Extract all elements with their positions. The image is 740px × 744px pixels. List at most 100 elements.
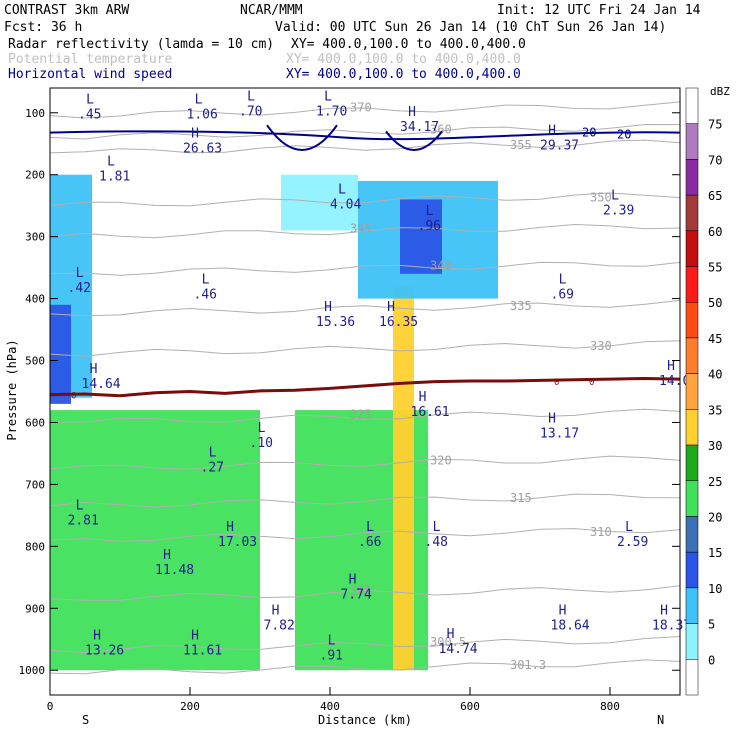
theta-contour [49,101,681,119]
x-tick-label: 400 [320,700,340,713]
colorbar-tick-label: 55 [708,261,722,275]
theta-contour [49,493,681,508]
valid-time: Valid: 00 UTC Sun 26 Jan 14 (10 ChT Sun … [275,20,666,35]
colorbar-segment [685,551,699,589]
wind-extreme-marker: L [202,272,210,287]
theta-contour [49,123,681,140]
theta-contour [49,340,681,357]
y-tick-label: 1000 [19,664,46,677]
wind-extreme-marker: H [667,359,675,374]
wind-extreme-value: .48 [425,535,448,550]
wind-extreme-value: .70 [239,105,262,120]
wind-extreme-value: 29.37 [540,139,579,154]
wind-extreme-marker: H [548,124,556,139]
wind-extreme-value: 18.64 [551,619,590,634]
wind-extreme-marker: H [408,105,416,120]
wind-extreme-value: 26.63 [183,142,222,157]
colorbar-unit: dBZ [710,85,730,98]
theta-label: 315 [510,491,532,505]
freezing-level-label: 0 [71,392,76,402]
wind-extreme-marker: L [76,266,84,281]
freezing-level-label: 0 [589,378,594,388]
wind-extreme-value: .46 [194,287,217,302]
forecast-hour: Fcst: 36 h [4,20,82,35]
wind-extreme-marker: H [387,300,395,315]
y-axis-label: Pressure (hPa) [5,339,19,440]
colorbar-segment [685,587,699,624]
y-tick-label: 800 [25,540,45,553]
x-tick-label: 800 [600,700,620,713]
y-tick-label: 100 [25,107,45,120]
theta-contour [49,223,681,239]
wind-extreme-marker: L [107,155,115,170]
colorbar-segment [685,623,699,660]
org-label: NCAR/MMM [240,3,303,18]
theta-contour [49,455,681,470]
theta-label: 355 [510,138,532,152]
theta-contour [49,192,681,207]
theta-label: 310 [590,525,612,539]
colorbar-segment [685,194,699,232]
theta-label: 350 [590,190,612,204]
colorbar-tick-label: 60 [708,225,722,239]
wind-extreme-value: .96 [418,219,441,234]
wind-extreme-value: 16.35 [379,315,418,330]
wind-extreme-value: 16.61 [411,405,450,420]
wind-extreme-value: 34.17 [400,120,439,135]
colorbar-tick-label: 20 [708,510,722,524]
theta-label: 360 [430,122,452,136]
reflectivity-region [393,286,414,671]
freezing-level-label: 0 [554,378,559,388]
theta-contour [49,139,681,154]
theta-contour [49,585,681,601]
colorbar-tick-label: 75 [708,118,722,132]
theta-label: 301.3 [510,658,546,672]
wind-extreme-marker: H [226,520,234,535]
wind-extreme-marker: L [86,93,94,108]
wind-extreme-marker: H [90,362,98,377]
wind-extreme-value: 18.37 [652,619,691,634]
wind-extreme-marker: L [433,520,441,535]
colorbar-segment [685,373,699,410]
wind-extreme-value: 1.06 [187,108,218,123]
wind-extreme-marker: L [195,93,203,108]
wind-extreme-value: 14.74 [439,642,478,657]
theta-contour [49,408,681,423]
wind-extreme-value: .27 [201,461,224,476]
wind-extreme-marker: H [191,628,199,643]
field-3-xy: XY= 400.0,100.0 to 400.0,400.0 [286,67,521,82]
wind-extreme-value: .45 [78,108,101,123]
wind-extreme-marker: L [625,520,633,535]
colorbar-segment [685,230,699,267]
wind-extreme-marker: H [559,604,567,619]
colorbar-segment [685,301,699,339]
colorbar-tick-label: 30 [708,439,722,453]
wind-extreme-marker: L [76,498,84,513]
plot-frame [49,87,681,696]
colorbar-segment [685,444,699,482]
theta-label: 300.5 [430,635,466,649]
wind-extreme-marker: L [338,182,346,197]
wind-extreme-value: 11.48 [155,563,194,578]
colorbar-tick-label: 45 [708,332,722,346]
wind-extreme-value: 2.39 [603,204,634,219]
wind-contour [266,124,338,151]
y-tick-label: 900 [25,602,45,615]
colorbar-tick-label: 5 [708,618,715,632]
theta-label: 345 [350,221,372,235]
theta-label: 340 [430,259,452,273]
colorbar-tick-label: 15 [708,546,722,560]
theta-label: 330 [590,339,612,353]
x-tick-label: 200 [180,700,200,713]
wind-extreme-value: 14.0 [659,374,690,389]
wind-extreme-marker: L [559,272,567,287]
colorbar-segment [685,159,699,196]
wind-extreme-marker: L [258,421,266,436]
wind-extreme-marker: H [548,412,556,427]
wind-extreme-value: 15.36 [316,315,355,330]
theta-contour [49,636,681,654]
wind-extreme-marker: H [191,127,199,142]
